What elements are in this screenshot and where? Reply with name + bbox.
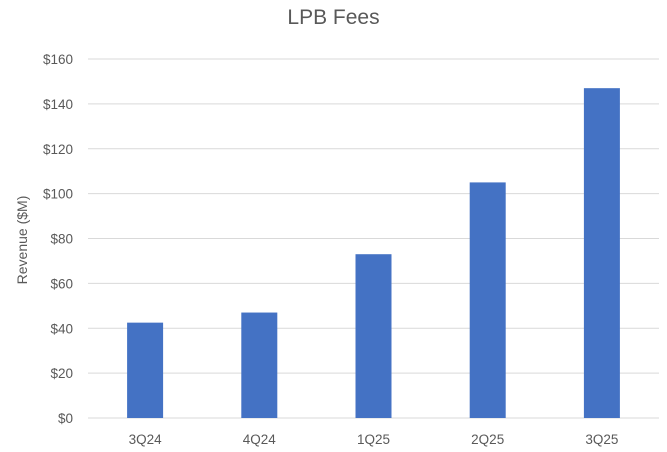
bar-3q25	[583, 88, 620, 418]
bar-2q25	[469, 182, 506, 418]
y-tick-label: $140	[43, 97, 73, 112]
bar-4q24	[241, 312, 278, 418]
y-tick-label: $0	[58, 411, 73, 426]
chart-title: LPB Fees	[287, 6, 380, 29]
y-tick-label: $80	[50, 232, 73, 247]
y-axis-title: Revenue ($M)	[14, 196, 30, 285]
x-category-label: 4Q24	[243, 432, 277, 447]
y-tick-label: $20	[50, 366, 73, 381]
y-tick-label: $60	[50, 276, 73, 291]
x-axis-labels: 3Q24 4Q24 1Q25 2Q25 3Q25	[129, 432, 619, 447]
bar-3q24	[127, 322, 164, 418]
y-axis-ticks: $0 $20 $40 $60 $80 $100 $120 $140 $160	[43, 52, 73, 426]
x-category-label: 1Q25	[357, 432, 390, 447]
y-tick-label: $160	[43, 52, 73, 67]
bars	[127, 88, 620, 418]
bar-1q25	[355, 254, 392, 418]
y-tick-label: $100	[43, 187, 73, 202]
x-category-label: 3Q24	[129, 432, 163, 447]
x-category-label: 2Q25	[471, 432, 504, 447]
y-tick-label: $40	[50, 321, 73, 336]
x-category-label: 3Q25	[585, 432, 618, 447]
y-tick-label: $120	[43, 142, 73, 157]
